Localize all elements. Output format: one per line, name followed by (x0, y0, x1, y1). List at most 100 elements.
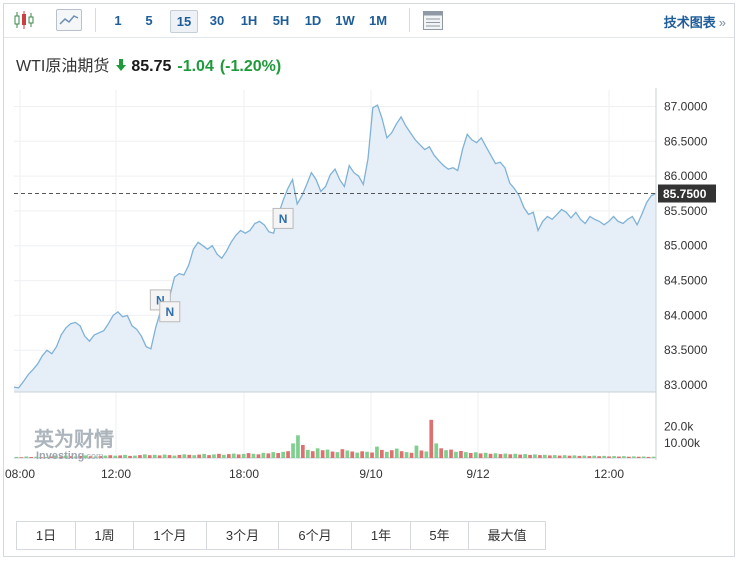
volume-bar (345, 450, 350, 458)
price-area (14, 105, 656, 392)
volume-bar (330, 451, 335, 458)
volume-bar (424, 451, 429, 458)
volume-bar (88, 456, 93, 458)
interval-1w[interactable]: 1W (335, 13, 355, 28)
volume-bar (419, 450, 424, 458)
volume-bar (429, 419, 434, 458)
volume-bar (123, 454, 127, 458)
last-price-badge-label: 85.7500 (663, 187, 707, 201)
volume-bar (488, 453, 493, 458)
interval-1h[interactable]: 1H (240, 13, 258, 28)
range-button[interactable]: 5年 (411, 522, 469, 549)
price-change-percent: (-1.20%) (219, 58, 282, 75)
interval-30[interactable]: 30 (209, 13, 225, 28)
volume-bar (217, 453, 221, 458)
technical-chart-link[interactable]: 技术图表» (664, 12, 726, 31)
volume-bar (128, 455, 132, 458)
range-button[interactable]: 6个月 (279, 522, 352, 549)
down-arrow-icon (114, 58, 128, 72)
volume-bar (236, 454, 241, 458)
news-marker[interactable] (159, 301, 181, 323)
volume-bar (404, 452, 409, 458)
instrument-name: WTI原油期货 (16, 58, 110, 75)
volume-bar (73, 456, 78, 458)
news-marker[interactable] (272, 207, 294, 229)
volume-bar (641, 456, 646, 458)
price-change: -1.04 (177, 58, 214, 75)
volume-bar (552, 455, 557, 458)
volume-bar (162, 454, 167, 458)
table-icon[interactable] (422, 10, 444, 31)
volume-bar (538, 455, 542, 458)
news-marker-label: N (165, 305, 174, 319)
interval-1[interactable]: 1 (114, 13, 122, 28)
line-chart-icon[interactable] (56, 9, 82, 31)
volume-bar (617, 456, 621, 458)
volume-bar (44, 456, 48, 458)
range-button[interactable]: 1个月 (134, 522, 207, 549)
technical-chart-label: 技术图表 (663, 15, 716, 30)
y-tick-label: 83.5000 (664, 343, 708, 357)
volume-bar (138, 455, 142, 458)
x-tick-label: 08:00 (5, 467, 35, 481)
volume-bar (231, 453, 236, 458)
y-tick-label: 86.5000 (664, 134, 708, 148)
volume-bar (631, 456, 636, 458)
volume-bar (98, 456, 103, 458)
volume-bar (276, 453, 280, 458)
volume-bar (152, 454, 157, 459)
interval-1m[interactable]: 1M (368, 13, 388, 28)
range-button[interactable]: 3个月 (207, 522, 279, 549)
quote-header: WTI原油期货 85.75 -1.04 (-1.20%) (16, 52, 282, 75)
volume-bar (557, 455, 562, 458)
interval-5h[interactable]: 5H (272, 13, 290, 28)
x-tick-label: 18:00 (229, 467, 259, 481)
volume-bar (296, 435, 300, 459)
volume-bar (394, 448, 399, 458)
volume-bar (399, 451, 404, 458)
interval-5[interactable]: 5 (145, 13, 153, 28)
volume-bar (306, 449, 310, 458)
volume-bar (143, 454, 147, 458)
interval-15[interactable]: 15 (170, 10, 198, 33)
volume-bar (636, 456, 641, 458)
candlestick-icon[interactable] (12, 9, 38, 31)
volume-bar (14, 456, 19, 458)
volume-bar (68, 456, 73, 458)
volume-bar (627, 456, 631, 458)
volume-tick-label: 20.0k (664, 420, 694, 434)
volume-bar (548, 455, 552, 458)
range-button[interactable]: 1周 (76, 522, 134, 549)
volume-bar (380, 449, 384, 458)
toolbar-separator (409, 8, 410, 32)
volume-bar (528, 454, 532, 458)
volume-bar (389, 450, 394, 458)
volume-bar (473, 452, 478, 458)
watermark-brand: 英为财情 (34, 427, 114, 451)
volume-bar (468, 453, 473, 458)
volume-bar (118, 455, 122, 458)
x-tick-label: 12:00 (594, 467, 624, 481)
volume-bar (83, 455, 88, 458)
volume-bar (503, 453, 508, 458)
volume-bar (483, 452, 488, 458)
interval-1d[interactable]: 1D (304, 13, 322, 28)
volume-bar (607, 456, 611, 458)
range-button[interactable]: 1年 (352, 522, 411, 549)
volume-bar (103, 455, 108, 458)
volume-bar (646, 456, 651, 458)
volume-bar (602, 455, 606, 458)
volume-bar (251, 453, 256, 458)
volume-bar (64, 455, 68, 458)
volume-bar (212, 454, 216, 458)
price-chart[interactable]: 87.0000 86.5000 86.0000 85.5000 85.0000 84.50… (4, 4, 734, 509)
volume-bar (434, 443, 439, 458)
volume-bar (409, 452, 414, 458)
volume-bar (192, 455, 197, 458)
range-button[interactable]: 1日 (17, 522, 76, 549)
volume-bar (340, 449, 345, 458)
range-button[interactable]: 最大值 (469, 522, 545, 549)
double-chevron-right-icon: » (718, 15, 726, 30)
y-tick-label: 87.0000 (664, 99, 708, 113)
volume-bar (523, 454, 527, 458)
